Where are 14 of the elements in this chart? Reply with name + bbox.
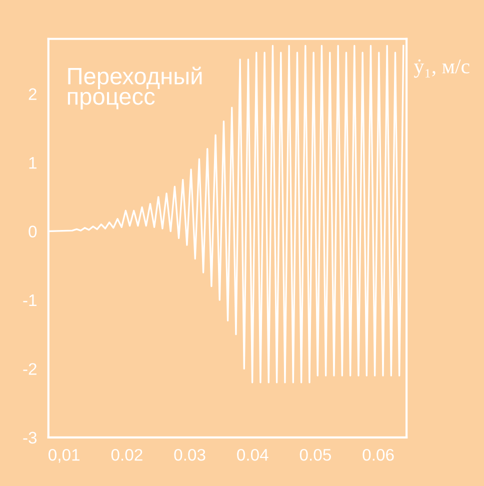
- x-tick-label: 0.04: [237, 448, 268, 461]
- x-tick-label: 0.02: [111, 448, 142, 461]
- y-tick-label: -1: [23, 294, 36, 306]
- y-tick-label: 1: [29, 157, 36, 169]
- x-tick-label: 0,01: [48, 448, 80, 463]
- y-tick-label: 2: [28, 88, 36, 100]
- annotation: Переходный процесс: [68, 66, 202, 110]
- y-axis-title: ẏ₁, м/с: [414, 59, 470, 78]
- x-tick-label: 0.06: [362, 448, 394, 461]
- y-tick-label: 0: [28, 226, 37, 238]
- y-tick-label: -2: [23, 363, 36, 375]
- x-tick-label: 0.05: [300, 448, 331, 461]
- x-tick-label: 0.03: [174, 448, 206, 461]
- y-tick-label: -3: [23, 432, 37, 444]
